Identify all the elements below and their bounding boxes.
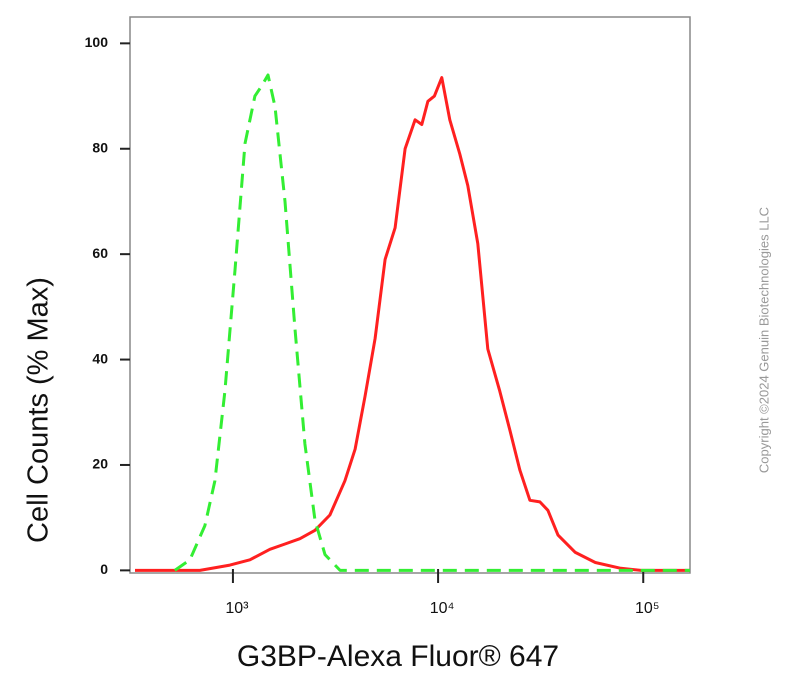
y-tick-label: 100 [85, 34, 109, 50]
y-tick-label: 20 [92, 456, 108, 472]
x-tick-label: 10³ [225, 600, 249, 617]
x-tick-label: 10⁴ [430, 600, 455, 617]
series-line [173, 73, 690, 572]
y-tick-label: 0 [100, 561, 108, 577]
y-tick-label: 60 [92, 245, 108, 261]
y-tick-label: 80 [92, 139, 108, 155]
x-axis-label: G3BP-Alexa Fluor® 647 [237, 640, 559, 673]
copyright: Copyright ©2024 Genuin Biotechnologies L… [756, 207, 771, 473]
y-tick-label: 40 [92, 350, 108, 366]
y-axis-label: Cell Counts (% Max) [23, 277, 55, 543]
series-line [135, 76, 690, 572]
x-tick-label: 10⁵ [635, 600, 659, 617]
plot-frame [129, 16, 691, 574]
